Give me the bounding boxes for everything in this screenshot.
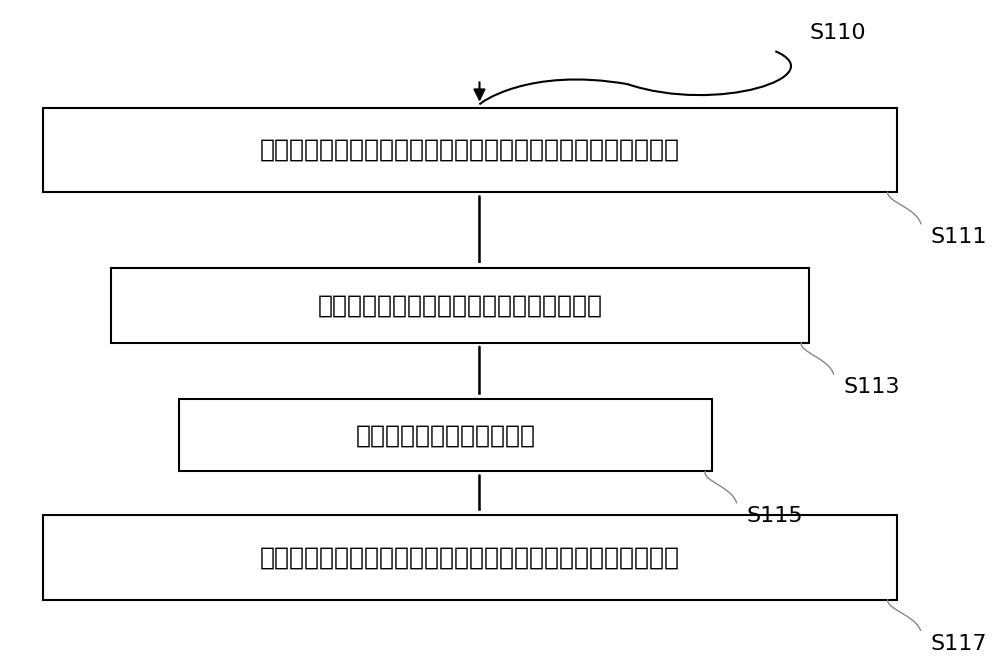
Text: 将上述参考基因组连续划分成若干第一窗口: 将上述参考基因组连续划分成若干第一窗口 — [318, 293, 603, 317]
Text: S113: S113 — [843, 377, 900, 397]
Text: S111: S111 — [931, 227, 987, 247]
Text: 删除不符合条件的第一窗口: 删除不符合条件的第一窗口 — [356, 423, 536, 447]
Text: S110: S110 — [809, 23, 866, 43]
Text: 对各未被删除的第一窗口，计算其平均读段数量以及比对能力值: 对各未被删除的第一窗口，计算其平均读段数量以及比对能力值 — [260, 545, 680, 570]
FancyBboxPatch shape — [111, 268, 809, 343]
Text: S115: S115 — [746, 506, 803, 526]
FancyBboxPatch shape — [179, 399, 712, 471]
Text: 将参考基因组打断成若干相同长度的读段，再比对回参考基因组: 将参考基因组打断成若干相同长度的读段，再比对回参考基因组 — [260, 138, 680, 162]
FancyBboxPatch shape — [43, 108, 897, 192]
Text: S117: S117 — [931, 634, 987, 655]
FancyBboxPatch shape — [43, 515, 897, 600]
